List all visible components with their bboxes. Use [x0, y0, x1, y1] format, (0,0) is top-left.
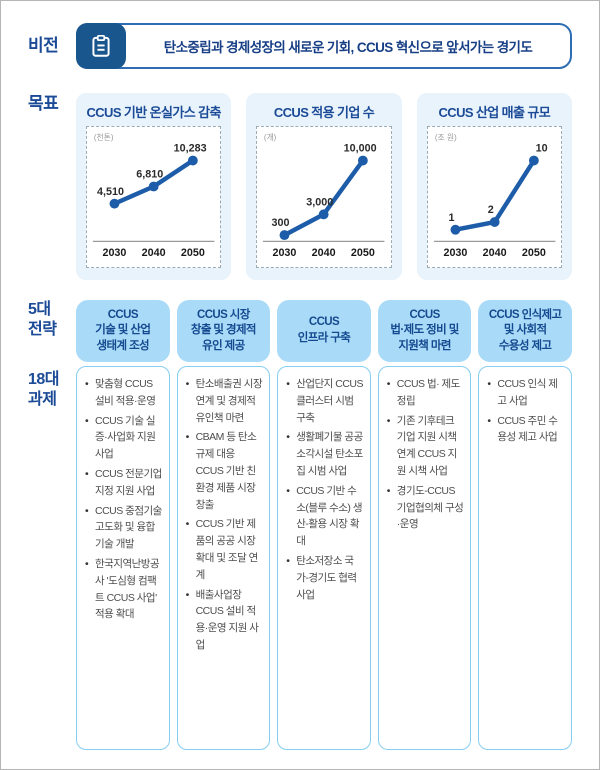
svg-text:2030: 2030 — [102, 247, 126, 259]
svg-text:1: 1 — [448, 212, 454, 224]
task-item: 탄소저장소 국가-경기도 협력 사업 — [286, 553, 365, 603]
clipboard-icon — [76, 23, 126, 69]
task-item: CCUS 주민 수용성 제고 사업 — [487, 413, 566, 447]
task-item: 맞춤형 CCUS 설비 적용·운영 — [85, 376, 164, 410]
svg-text:2050: 2050 — [522, 247, 546, 259]
goal-chart-plot: (조 원) 1 2 10 2030 2040 2050 — [426, 126, 562, 268]
vision-section: 비전 탄소중립과 경제성장의 새로운 기회, CCUS 혁신으로 앞서가는 경기… — [28, 23, 572, 69]
svg-text:(천톤): (천톤) — [94, 132, 114, 142]
goal-chart-plot: (천톤) 4,510 6,810 10,283 2030 2040 2050 — [86, 126, 222, 268]
svg-text:2040: 2040 — [482, 247, 506, 259]
goal-chart-card: CCUS 적용 기업 수 (개) 300 3,000 10,000 2030 2040 205… — [246, 93, 402, 280]
task-item: CCUS 기반 제품의 공공 시장 확대 및 조달 연계 — [186, 516, 265, 583]
strategy-header: CCUS 인식제고 및 사회적 수용성 제고 — [478, 300, 572, 362]
task-item: 배출사업장 CCUS 설비 적용·운영 지원 사업 — [186, 587, 265, 654]
goal-charts: CCUS 기반 온실가스 감축 (천톤) 4,510 6,810 10,283 2030 2… — [76, 93, 572, 280]
strategy-task-box: CCUS 법· 제도 정립기존 기후테크 기업 지원 시책 연계 CCUS 지원… — [377, 366, 472, 750]
goal-chart-title: CCUS 기반 온실가스 감축 — [86, 105, 221, 120]
strategy-column-4: CCUS 법·제도 정비 및 지원책 마련CCUS 법· 제도 정립기존 기후테… — [377, 300, 472, 750]
svg-text:6,810: 6,810 — [136, 169, 163, 181]
task-item: CCUS 인식 제고 사업 — [487, 376, 566, 410]
goal-chart-title: CCUS 산업 매출 규모 — [438, 105, 551, 120]
svg-text:2040: 2040 — [142, 247, 166, 259]
svg-text:3,000: 3,000 — [307, 196, 334, 208]
task-item: CCUS 전문기업 지정 지원 사업 — [85, 466, 164, 500]
svg-text:300: 300 — [272, 217, 290, 229]
task-item: CCUS 법· 제도 정립 — [387, 376, 466, 410]
svg-text:2030: 2030 — [273, 247, 297, 259]
strategy-header: CCUS 기술 및 산업 생태계 조성 — [76, 300, 170, 362]
strategies-labels: 5대 전략 18대 과제 — [28, 300, 76, 410]
task-item: CCUS 기반 수소(블루 수소) 생산-활용 시장 확대 — [286, 483, 365, 550]
task-item: 기존 기후테크 기업 지원 시책 연계 CCUS 지원 시책 사업 — [387, 413, 466, 480]
task-item: CBAM 등 탄소규제 대응 CCUS 기반 친환경 제품 시장 창출 — [186, 429, 265, 513]
svg-text:2: 2 — [487, 204, 493, 216]
strategy-header: CCUS 시장 창출 및 경제적 유인 제공 — [176, 300, 271, 362]
strategy-column-1: CCUS 기술 및 산업 생태계 조성맞춤형 CCUS 설비 적용·운영CCUS… — [76, 300, 170, 750]
strategy-column-2: CCUS 시장 창출 및 경제적 유인 제공탄소배출권 시장 연계 및 경제적 … — [176, 300, 271, 750]
task-item: 경기도-CCUS 기업협의체 구성·운영 — [387, 483, 466, 533]
vision-text: 탄소중립과 경제성장의 새로운 기회, CCUS 혁신으로 앞서가는 경기도 — [163, 40, 533, 55]
svg-text:2040: 2040 — [312, 247, 336, 259]
strategies-section: 5대 전략 18대 과제 CCUS 기술 및 산업 생태계 조성맞춤형 CCUS… — [28, 300, 572, 750]
goal-chart-card: CCUS 기반 온실가스 감축 (천톤) 4,510 6,810 10,283 2030 2… — [76, 93, 232, 280]
svg-text:(조 원): (조 원) — [435, 133, 457, 142]
goals-section: 목표 CCUS 기반 온실가스 감축 (천톤) 4,510 6,810 10,283 20… — [28, 93, 572, 280]
strategy-column-3: CCUS 인프라 구축산업단지 CCUS 클러스터 시범 구축생활폐기물 공공소… — [277, 300, 371, 750]
goal-chart-card: CCUS 산업 매출 규모 (조 원) 1 2 10 2030 2040 2050 — [416, 93, 572, 280]
strategies-count-label: 5대 전략 — [28, 301, 57, 338]
task-item: CCUS 중점기술 고도화 및 융합기술 개발 — [85, 503, 164, 553]
vision-box: 탄소중립과 경제성장의 새로운 기회, CCUS 혁신으로 앞서가는 경기도 — [76, 23, 572, 69]
strategy-header: CCUS 법·제도 정비 및 지원책 마련 — [377, 300, 472, 362]
task-item: 산업단지 CCUS 클러스터 시범 구축 — [286, 376, 365, 426]
svg-text:10,000: 10,000 — [344, 143, 377, 155]
svg-text:(개): (개) — [264, 132, 277, 142]
strategy-task-box: 탄소배출권 시장 연계 및 경제적 유인책 마련CBAM 등 탄소규제 대응 C… — [176, 366, 271, 750]
goal-chart-plot: (개) 300 3,000 10,000 2030 2040 2050 — [256, 126, 392, 268]
svg-text:4,510: 4,510 — [97, 186, 124, 198]
tasks-count-label: 18대 과제 — [28, 371, 60, 408]
task-item: 한국지역난방공사 '도심형 컴팩트 CCUS 사업' 적용 확대 — [85, 556, 164, 623]
goal-chart-title: CCUS 적용 기업 수 — [273, 105, 375, 120]
task-item: 탄소배출권 시장 연계 및 경제적 유인책 마련 — [186, 376, 265, 426]
svg-text:2030: 2030 — [443, 247, 467, 259]
strategy-column-5: CCUS 인식제고 및 사회적 수용성 제고CCUS 인식 제고 사업CCUS … — [478, 300, 572, 750]
svg-text:10: 10 — [535, 143, 547, 155]
svg-text:10,283: 10,283 — [174, 143, 207, 155]
strategy-columns: CCUS 기술 및 산업 생태계 조성맞춤형 CCUS 설비 적용·운영CCUS… — [76, 300, 572, 750]
task-item: 생활폐기물 공공소각시설 탄소포집 시범 사업 — [286, 429, 365, 479]
goals-label: 목표 — [28, 94, 59, 113]
vision-label: 비전 — [28, 36, 59, 56]
task-item: CCUS 기술 실증·사업화 지원 사업 — [85, 413, 164, 463]
strategy-task-box: 산업단지 CCUS 클러스터 시범 구축생활폐기물 공공소각시설 탄소포집 시범… — [277, 366, 371, 750]
strategy-header: CCUS 인프라 구축 — [277, 300, 371, 362]
svg-text:2050: 2050 — [181, 247, 205, 259]
svg-text:2050: 2050 — [351, 247, 375, 259]
